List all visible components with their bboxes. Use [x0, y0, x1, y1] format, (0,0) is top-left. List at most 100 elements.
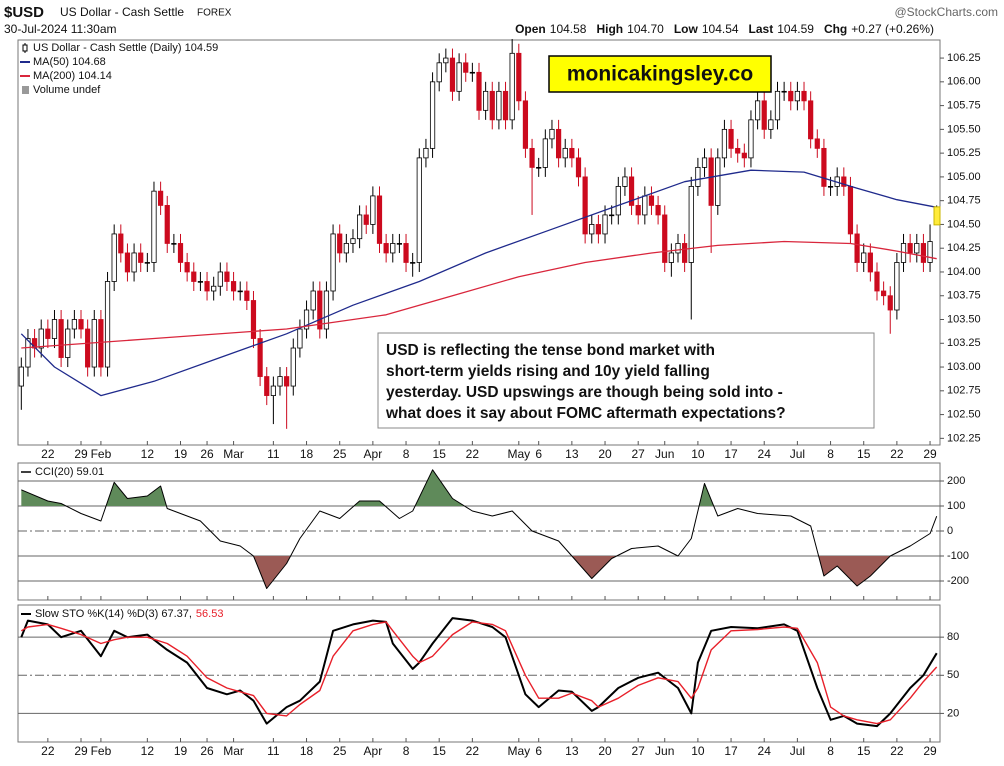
y-tick-label: 20	[947, 707, 959, 719]
moving-average-line	[20, 169, 937, 397]
candle-body	[443, 57, 449, 64]
candle-body	[549, 128, 555, 140]
x-tick-label: 24	[758, 744, 772, 758]
candle-body	[914, 243, 920, 254]
candle-body	[589, 224, 595, 235]
candle-body	[436, 62, 442, 83]
candle-body	[376, 195, 383, 244]
candle-body	[516, 52, 522, 102]
x-tick-label: 20	[598, 744, 612, 758]
legend-label: Volume undef	[33, 84, 101, 96]
candle-body	[469, 71, 475, 74]
x-tick-label: 8	[403, 744, 410, 758]
y-tick-label: 106.00	[947, 76, 981, 88]
candle-body	[244, 290, 250, 301]
exchange: FOREX	[197, 8, 232, 19]
candle-body	[124, 252, 131, 273]
x-tick-label: Jul	[790, 447, 805, 461]
candle-body	[688, 186, 694, 263]
candle-body	[184, 262, 190, 273]
candle-body	[695, 166, 701, 187]
annotation-line: what does it say about FOMC aftermath ex…	[385, 405, 786, 422]
annotation-line: yesterday. USD upswings are though being…	[386, 384, 783, 401]
y-tick-label: 102.75	[947, 385, 981, 397]
x-tick-label: 13	[565, 744, 579, 758]
y-tick-label: 105.25	[947, 147, 981, 159]
x-tick-label: 17	[724, 447, 738, 461]
candle-body	[138, 252, 144, 263]
candle-body	[483, 90, 489, 111]
x-tick-label: 19	[174, 447, 188, 461]
candle-body	[363, 214, 369, 225]
candle-body	[290, 347, 296, 387]
candle-body	[403, 243, 409, 263]
candle-body	[489, 90, 495, 121]
candle-body	[224, 271, 230, 282]
moving-average-line	[21, 240, 937, 349]
x-tick-label: 26	[200, 447, 214, 461]
candle-body	[728, 128, 734, 149]
candle-body	[337, 233, 343, 254]
y-tick-label: 103.50	[947, 313, 981, 325]
y-tick-label: 50	[947, 669, 959, 681]
x-tick-label: Jun	[655, 447, 674, 461]
x-tick-label: 6	[535, 744, 542, 758]
candle-body	[396, 243, 403, 245]
y-tick-label: 80	[947, 631, 959, 643]
candle-body	[721, 128, 728, 159]
candle-body	[509, 52, 515, 121]
candle-body	[536, 166, 542, 169]
x-tick-label: 18	[300, 744, 314, 758]
x-tick-label: 15	[433, 744, 447, 758]
candle-body	[230, 281, 237, 292]
y-tick-label: 103.75	[947, 290, 981, 302]
x-tick-label: 29	[923, 744, 937, 758]
candle-body	[741, 152, 747, 159]
x-tick-label: Feb	[91, 744, 112, 758]
quote-value: 104.54	[702, 22, 739, 36]
candle-body	[582, 176, 588, 235]
symbol: $USD	[4, 4, 44, 21]
indicator-line	[20, 617, 938, 728]
candle-body	[827, 186, 834, 188]
x-tick-label: 22	[41, 744, 55, 758]
y-tick-label: 104.00	[947, 266, 981, 278]
candle-body	[920, 243, 927, 263]
x-tick-label: 24	[758, 447, 772, 461]
y-tick-label: 102.25	[947, 432, 981, 444]
candle-body	[151, 190, 157, 263]
candle-body	[569, 147, 575, 159]
indicator-label-main: Slow STO %K(14) %D(3) 67.37,	[35, 608, 192, 620]
x-tick-label: Apr	[364, 447, 383, 461]
x-tick-label: 8	[827, 447, 834, 461]
x-tick-label: 29	[74, 447, 88, 461]
x-tick-label: May	[507, 744, 530, 758]
candle-body	[65, 328, 71, 358]
x-tick-label: 27	[632, 447, 646, 461]
candle-body	[668, 252, 674, 263]
x-tick-label: Feb	[91, 447, 112, 461]
candle-body	[463, 62, 469, 73]
x-tick-label: 18	[300, 447, 314, 461]
annotation-line: USD is reflecting the tense bond market …	[386, 342, 715, 359]
candle-body	[383, 243, 389, 254]
x-tick-label: 22	[890, 744, 904, 758]
candle-body	[58, 319, 64, 358]
y-tick-label: -100	[947, 550, 969, 562]
candle-body	[768, 119, 774, 130]
instrument-name: US Dollar - Cash Settle	[60, 5, 184, 19]
x-tick-label: 15	[857, 744, 871, 758]
x-tick-label: 25	[333, 447, 347, 461]
quote-label: Low	[674, 22, 699, 36]
candle-body	[502, 90, 509, 121]
candle-body	[31, 338, 38, 349]
candle-body	[788, 90, 794, 102]
candle-body	[708, 157, 714, 206]
last-price-marker	[933, 206, 941, 226]
legend-label: MA(50) 104.68	[33, 56, 106, 68]
candle-body	[144, 262, 150, 264]
candle-body	[197, 281, 204, 283]
y-tick-label: 102.50	[947, 408, 981, 420]
quote-line: Open 104.58 High 104.70 Low 104.54 Last 104.59 C…	[515, 22, 934, 36]
